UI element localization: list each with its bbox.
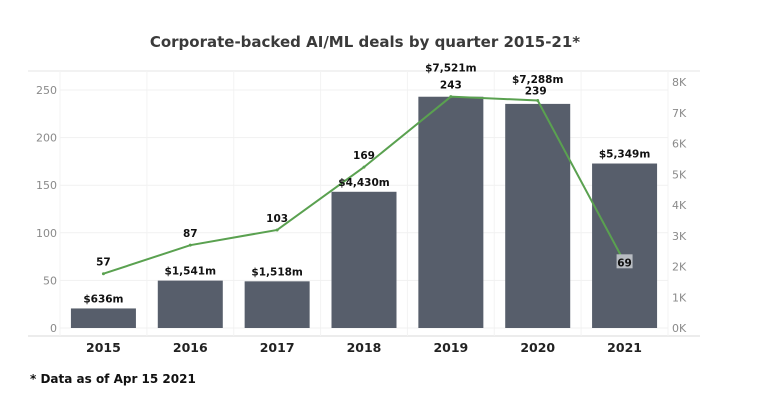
- bar-2018: [331, 191, 397, 328]
- label-box: [616, 254, 633, 269]
- bar-2020: [505, 103, 571, 328]
- bar-2016: [157, 280, 223, 328]
- bar-label: $5,349m: [599, 149, 651, 161]
- bars: [70, 96, 658, 328]
- x-tick-label: 2019: [433, 340, 468, 355]
- line-point-2017: [275, 228, 279, 232]
- right-tick-label: 0K: [672, 322, 687, 335]
- right-tick-label: 8K: [672, 76, 687, 89]
- bar-label: $7,521m: [425, 63, 477, 75]
- left-tick-label: 100: [36, 227, 57, 240]
- right-tick-label: 7K: [672, 107, 687, 120]
- bar-label: $4,430m: [338, 177, 390, 189]
- right-tick-label: 6K: [672, 138, 687, 151]
- line-point-2018: [362, 165, 366, 169]
- bar-2019: [418, 96, 484, 328]
- left-tick-label: 50: [43, 274, 57, 287]
- line-point-2016: [188, 243, 192, 247]
- x-tick-label: 2016: [173, 340, 208, 355]
- x-tick-label: 2020: [520, 340, 555, 355]
- footnote: * Data as of Apr 15 2021: [30, 372, 196, 386]
- line-label: 69: [617, 257, 632, 269]
- bar-2015: [70, 308, 136, 328]
- line-point-2020: [536, 98, 540, 102]
- left-tick-label: 150: [36, 179, 57, 192]
- axes: 0 50 100 150 200 250 0K 1K 2K 3K 4K 5K 6K 7K 8K 2015 201…: [36, 76, 687, 355]
- x-tick-label: 2018: [347, 340, 382, 355]
- x-tick-label: 2015: [86, 340, 121, 355]
- bar-label: $636m: [83, 293, 123, 305]
- line-label: 57: [96, 257, 111, 269]
- right-tick-label: 1K: [672, 291, 687, 304]
- chart-title: Corporate-backed AI/ML deals by quarter …: [150, 33, 580, 51]
- right-tick-label: 2K: [672, 261, 687, 274]
- line-label: 87: [183, 228, 198, 240]
- line-point-2015: [101, 272, 105, 276]
- left-tick-label: 0: [50, 322, 57, 335]
- x-tick-label: 2017: [260, 340, 295, 355]
- line-label: 243: [440, 80, 462, 92]
- left-tick-label: 250: [36, 84, 57, 97]
- bar-2017: [244, 281, 310, 328]
- x-tick-label: 2021: [607, 340, 642, 355]
- bar-label: $1,518m: [251, 266, 303, 278]
- line-label: 103: [266, 213, 288, 225]
- right-tick-label: 5K: [672, 168, 687, 181]
- right-tick-label: 4K: [672, 199, 687, 212]
- line-label: 239: [525, 85, 547, 97]
- line-point-2019: [449, 95, 453, 99]
- line-label: 169: [353, 150, 375, 162]
- bar-label: $7,288m: [512, 74, 564, 86]
- left-tick-label: 200: [36, 132, 57, 145]
- bar-2021: [592, 163, 658, 328]
- right-tick-label: 3K: [672, 230, 687, 243]
- bar-label: $1,541m: [165, 266, 217, 278]
- data-labels: $636m $1,541m $1,518m $4,430m $7,521m $7,288m…: [83, 63, 650, 306]
